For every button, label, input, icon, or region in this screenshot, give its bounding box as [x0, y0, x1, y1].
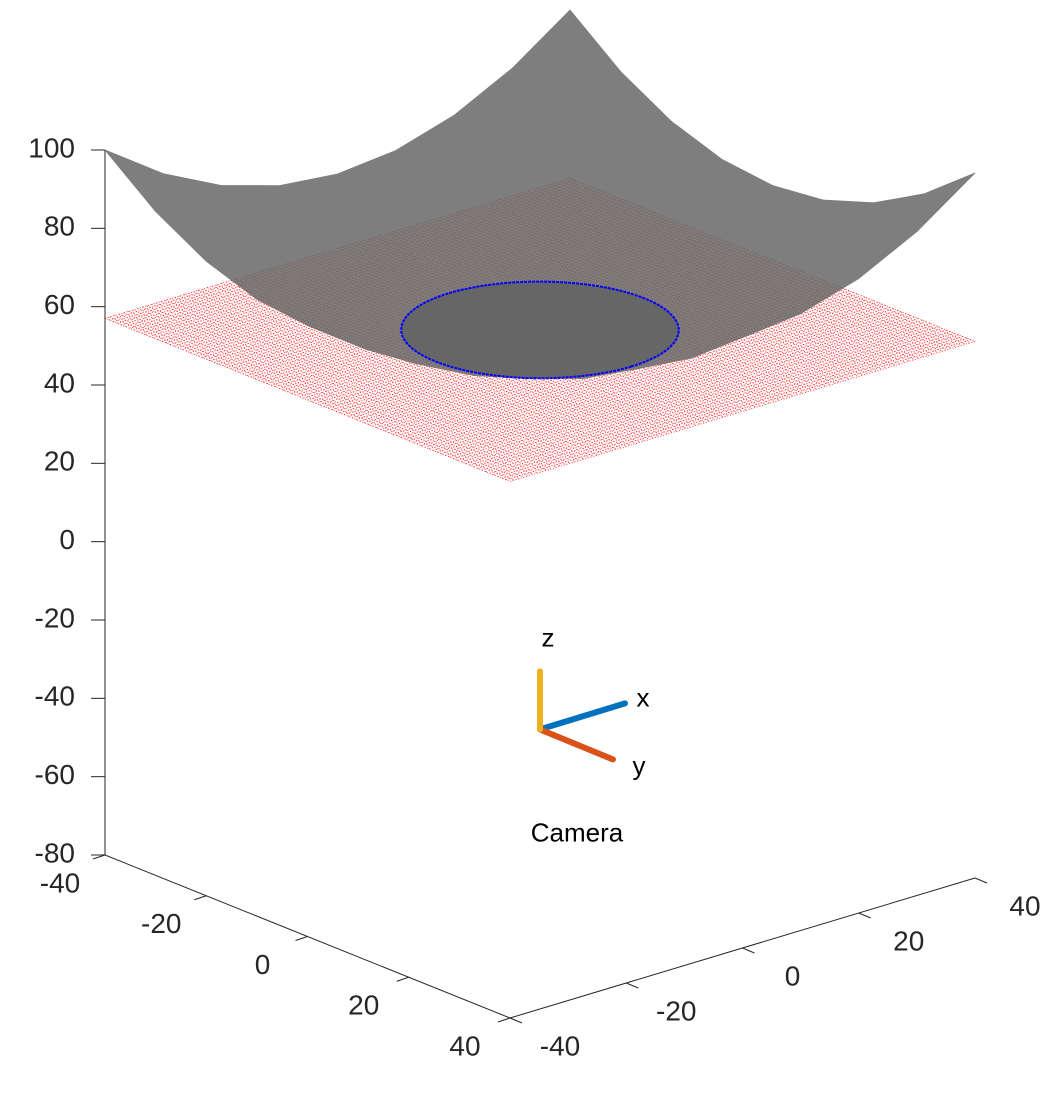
z-tick-label: -60: [35, 759, 75, 790]
z-tick-label: -20: [35, 602, 75, 633]
x-tick-label: -40: [40, 867, 80, 898]
y-tick-label: -20: [656, 995, 696, 1026]
camera-label: Camera: [531, 817, 624, 847]
z-tick-label: 40: [44, 367, 75, 398]
x-tick-label: 40: [449, 1030, 480, 1061]
camera: x y z Camera: [531, 622, 650, 847]
z-tick-label: -40: [35, 681, 75, 712]
camera-axis: [537, 726, 616, 763]
camera-axis-label: y: [633, 750, 646, 780]
y-tick-label: -40: [540, 1030, 580, 1061]
camera-axis: [537, 700, 628, 733]
z-tick-label: 0: [59, 524, 75, 555]
x-tick: [194, 895, 207, 901]
y-tick-label: 40: [1009, 890, 1040, 921]
x-tick-label: 20: [348, 990, 379, 1021]
intersection-circle: [400, 280, 680, 380]
x-tick: [396, 976, 409, 982]
z-tick-label: 100: [28, 132, 75, 163]
x-tick-label: 0: [255, 949, 271, 980]
z-tick-label: -80: [35, 837, 75, 868]
x-tick-label: -20: [141, 908, 181, 939]
z-tick-label: 60: [44, 289, 75, 320]
y-tick: [509, 1017, 523, 1024]
y-tick-label: 0: [785, 960, 801, 991]
y-tick: [626, 982, 639, 989]
x-tick: [497, 1017, 511, 1023]
y-tick: [742, 947, 755, 954]
camera-axis-label: x: [637, 682, 650, 712]
y-tick: [974, 877, 988, 884]
camera-axis-label: z: [542, 622, 555, 652]
y-tick-label: 20: [893, 925, 924, 956]
y-tick: [858, 912, 871, 919]
x-tick: [92, 854, 106, 860]
z-tick-label: 20: [44, 446, 75, 477]
x-tick: [295, 936, 308, 941]
z-tick-label: 80: [44, 211, 75, 242]
